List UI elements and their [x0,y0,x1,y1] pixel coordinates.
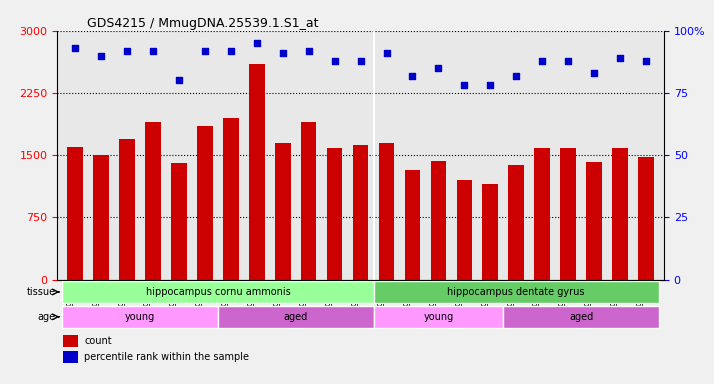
Bar [405,170,421,280]
Point [458,83,470,89]
Bar [197,126,213,280]
Point [407,73,418,79]
Text: hippocampus dentate gyrus: hippocampus dentate gyrus [448,287,585,297]
FancyBboxPatch shape [62,281,373,303]
Text: count: count [84,336,112,346]
Point [329,58,341,64]
Point [588,70,600,76]
Point [277,50,288,56]
Point [563,58,574,64]
FancyBboxPatch shape [62,306,218,328]
Bar [378,143,394,280]
Bar [275,143,291,280]
Text: tissue: tissue [26,287,56,297]
Bar [612,149,628,280]
Bar [223,118,238,280]
Point [433,65,444,71]
Bar [68,147,83,280]
FancyBboxPatch shape [373,306,503,328]
Bar [431,161,446,280]
Text: young: young [423,312,453,322]
Point [251,40,263,46]
Text: age: age [38,312,56,322]
FancyBboxPatch shape [218,306,373,328]
Text: aged: aged [569,312,593,322]
Bar [249,64,265,280]
Point [485,83,496,89]
Point [96,53,107,59]
Text: aged: aged [283,312,308,322]
Bar [508,165,524,280]
Bar [146,122,161,280]
Bar [586,162,602,280]
Bar [638,157,653,280]
Bar [560,149,575,280]
Bar [64,351,79,363]
Text: percentile rank within the sample: percentile rank within the sample [84,352,249,362]
Text: hippocampus cornu ammonis: hippocampus cornu ammonis [146,287,291,297]
FancyBboxPatch shape [503,306,659,328]
FancyBboxPatch shape [373,281,659,303]
Point [614,55,625,61]
Point [303,48,314,54]
Bar [483,184,498,280]
Point [121,48,133,54]
Bar [171,164,187,280]
Bar [534,149,550,280]
Bar [64,334,79,347]
Point [640,58,652,64]
Bar [94,155,109,280]
Point [355,58,366,64]
Bar [327,149,343,280]
Point [69,45,81,51]
Point [381,50,392,56]
Bar [353,145,368,280]
Text: young: young [125,312,155,322]
Bar [301,122,316,280]
Bar [456,180,472,280]
Bar [119,139,135,280]
Point [199,48,211,54]
Point [147,48,159,54]
Point [536,58,548,64]
Point [174,78,185,84]
Text: GDS4215 / MmugDNA.25539.1.S1_at: GDS4215 / MmugDNA.25539.1.S1_at [88,17,319,30]
Point [225,48,236,54]
Point [511,73,522,79]
